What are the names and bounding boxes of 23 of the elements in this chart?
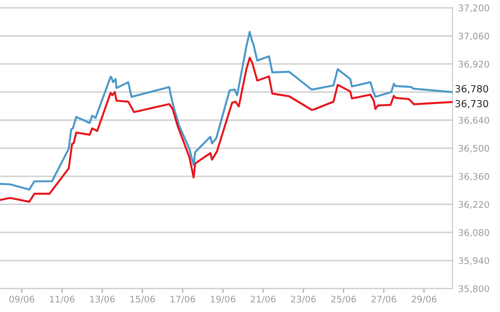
x-tick-label: 25/06 xyxy=(331,296,356,304)
y-tick-label: 36,920 xyxy=(458,60,490,68)
annotation: 36,780 xyxy=(456,85,488,94)
x-tick-label: 17/06 xyxy=(170,296,196,304)
x-tick-label: 21/06 xyxy=(250,296,276,304)
y-tick-label: 36,640 xyxy=(458,116,490,125)
x-tick-label: 15/06 xyxy=(130,296,155,304)
x-tick-label: 13/06 xyxy=(90,296,115,304)
x-tick-label: 19/06 xyxy=(210,296,236,304)
y-tick-label: 35,940 xyxy=(458,257,490,265)
x-tick-label: 09/06 xyxy=(9,296,34,304)
x-tick-label: 29/06 xyxy=(412,296,436,304)
y-tick-label: 35,800 xyxy=(458,285,490,294)
x-tick-label: 27/06 xyxy=(371,296,396,304)
annotation: 36,730 xyxy=(456,100,488,108)
x-tick-label: 11/06 xyxy=(50,296,74,304)
y-tick-label: 37,060 xyxy=(458,32,490,40)
y-tick-label: 36,080 xyxy=(458,229,490,237)
y-tick-label: 36,360 xyxy=(458,173,490,181)
x-tick-label: 23/06 xyxy=(290,296,316,304)
y-tick-label: 36,500 xyxy=(458,144,490,153)
y-tick-label: 36,220 xyxy=(458,201,490,209)
y-tick-label: 37,200 xyxy=(458,4,490,12)
